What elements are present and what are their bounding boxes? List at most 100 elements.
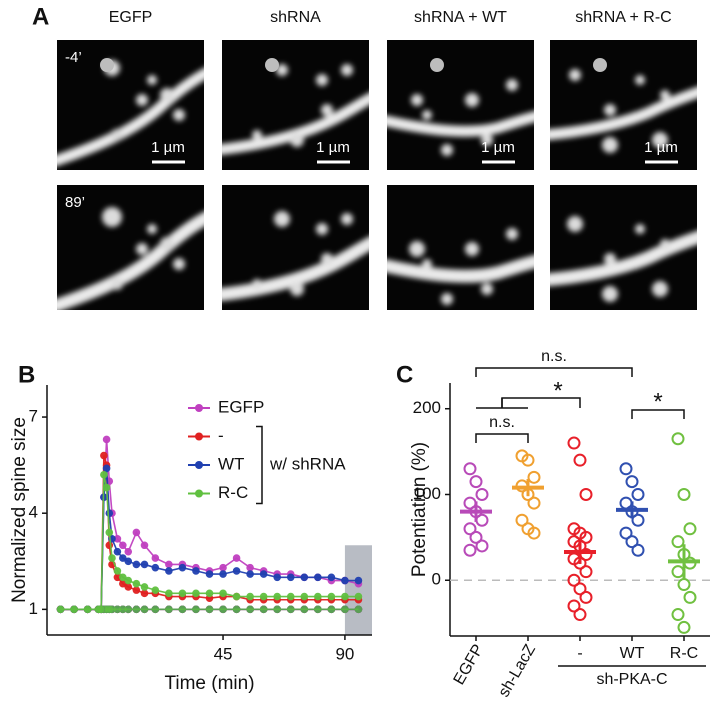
time-label: 89’ (65, 194, 85, 211)
uncaging-spot (430, 58, 444, 72)
data-point (475, 539, 489, 553)
y-tick-label: 0 (432, 570, 441, 589)
stimulated-point (246, 592, 254, 601)
legend-label: EGFP (218, 397, 264, 416)
stimulated-point (140, 541, 149, 550)
spine (290, 282, 304, 296)
unstimulated-point (259, 605, 268, 614)
x-tick-label: R-C (670, 645, 698, 662)
stimulated-point (273, 592, 282, 601)
spine (506, 228, 518, 240)
panel-label: B (18, 361, 35, 388)
stimulated-point (286, 592, 295, 601)
stimulated-point (219, 570, 227, 578)
spine (506, 79, 518, 91)
unstimulated-point (219, 605, 227, 614)
y-tick-label: 1 (29, 599, 38, 618)
stimulated-point (314, 592, 322, 601)
stimulated-point (151, 563, 160, 572)
micrograph (387, 185, 534, 310)
stimulated-point (178, 589, 187, 598)
stimulated-point (102, 483, 111, 492)
data-point (573, 582, 587, 596)
spine (173, 109, 185, 121)
data-point (515, 513, 529, 527)
stimulated-point (119, 573, 127, 582)
unstimulated-point (354, 605, 363, 614)
micrograph: 1 µm (387, 40, 534, 170)
spine (411, 94, 423, 106)
dendrite-shaft (222, 92, 369, 155)
significance-bracket (631, 409, 685, 419)
uncaging-spot (265, 58, 279, 72)
stimulated-point (205, 570, 214, 578)
stimulated-point (246, 570, 254, 578)
stimulated-point (113, 547, 122, 556)
unstimulated-point (192, 605, 200, 614)
spine (635, 75, 645, 85)
spine (660, 239, 670, 249)
stimulated-point (205, 589, 214, 598)
data-point (579, 487, 593, 501)
dendrite (222, 64, 369, 155)
micrograph (222, 185, 369, 310)
spine (111, 278, 123, 290)
significance-bracket (475, 367, 633, 377)
data-point (527, 526, 541, 540)
spine (465, 93, 479, 107)
dendrite-shaft (550, 230, 697, 287)
stimulated-point (341, 576, 349, 585)
stimulated-point (119, 554, 127, 562)
stimulated-point (327, 592, 336, 601)
y-tick-label: 7 (29, 407, 38, 426)
data-point (579, 590, 593, 604)
legend-label: - (218, 426, 224, 445)
unstimulated-point (151, 605, 160, 614)
stimulated-point (113, 567, 122, 575)
data-point (671, 535, 685, 549)
y-tick-label: 4 (29, 503, 38, 522)
significance-label: n.s. (541, 348, 567, 365)
stimulated-point (165, 560, 173, 569)
spine (321, 104, 333, 116)
data-point (625, 475, 639, 489)
data-point (671, 608, 685, 622)
column-label: shRNA + WT (414, 9, 507, 26)
data-point (619, 526, 633, 540)
spine (441, 144, 453, 156)
data-point (671, 432, 685, 446)
spine (602, 137, 618, 153)
column-label: EGFP (109, 9, 153, 26)
time-label: -4’ (65, 49, 82, 66)
data-point (469, 530, 483, 544)
micrograph: 1 µm (550, 40, 697, 170)
unstimulated-point (314, 605, 322, 614)
significance-label: n.s. (489, 414, 515, 431)
spine (409, 241, 425, 257)
stimulated-point (124, 547, 133, 556)
stimulated-point (219, 589, 227, 598)
spine (481, 134, 493, 146)
data-point (677, 620, 691, 634)
stimulated-point (151, 554, 160, 562)
scale-bar-label: 1 µm (644, 139, 678, 156)
stimulated-point (132, 528, 141, 537)
stimulated-point (132, 560, 141, 569)
dendrite-shaft (57, 67, 204, 167)
stimulated-point (341, 592, 349, 601)
micrograph-bg (387, 185, 534, 310)
unstimulated-point (273, 605, 282, 614)
unstimulated-point (132, 605, 141, 614)
data-point (683, 590, 697, 604)
spine (422, 259, 432, 269)
stimulated-point (259, 592, 268, 601)
spine (136, 243, 148, 255)
stimulated-point (246, 563, 254, 572)
dendrite (222, 211, 369, 301)
data-point (567, 599, 581, 613)
micrograph: 89’ (57, 185, 204, 310)
y-tick-label: 100 (413, 484, 441, 503)
y-axis-label: Normalized spine size (9, 417, 30, 603)
data-point (527, 496, 541, 510)
